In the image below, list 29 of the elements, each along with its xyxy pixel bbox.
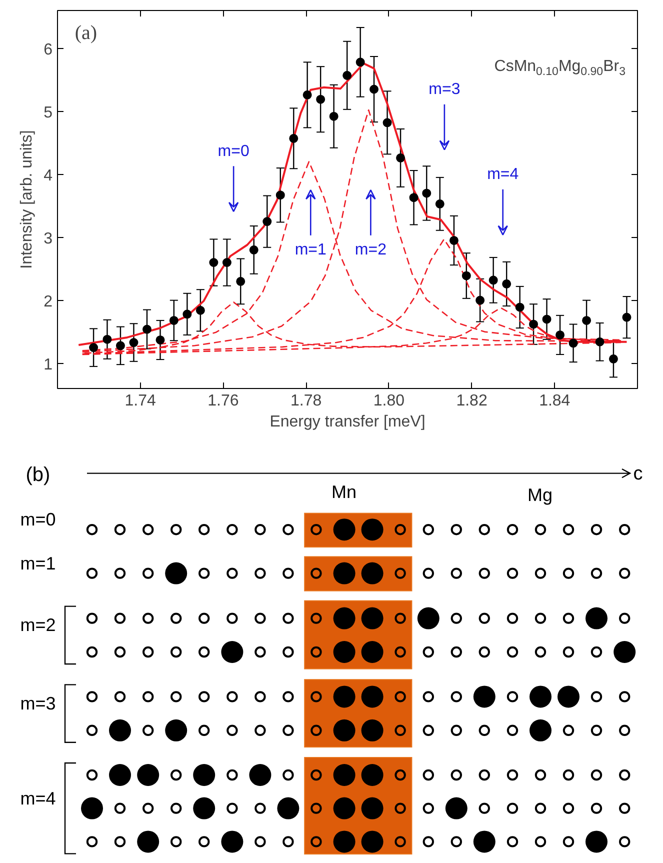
- text: c: [633, 464, 643, 484]
- annotation: m=1: [294, 242, 327, 259]
- text: m=2: [20, 615, 56, 636]
- annotation: m=0: [218, 142, 250, 160]
- text: m=1: [20, 553, 56, 574]
- y-tick-label: 4: [44, 167, 53, 184]
- text: m=4: [20, 788, 56, 808]
- x-tick-label: 1.82: [456, 392, 488, 410]
- text: m=0: [20, 510, 56, 530]
- text: m=3: [20, 694, 56, 714]
- text: Mn: [331, 482, 357, 502]
- y-tick-label: 1: [44, 356, 53, 374]
- x-tick-label: 1.84: [539, 392, 570, 410]
- x-axis-title: Energy transfer [meV]: [270, 414, 426, 430]
- y-tick-label: 3: [44, 230, 53, 248]
- y-tick-label: 5: [44, 104, 53, 122]
- y-tick-label: 2: [44, 293, 53, 310]
- x-tick-label: 1.78: [290, 392, 322, 410]
- y-tick-label: 6: [44, 41, 53, 58]
- annotation: (a): [74, 22, 98, 44]
- x-tick-label: 1.74: [124, 392, 156, 410]
- annotation: m=4: [487, 166, 519, 184]
- text: Mg: [527, 485, 553, 505]
- x-tick-label: 1.76: [208, 392, 239, 410]
- text: (b): [26, 464, 50, 486]
- y-axis-title: Intensity [arb. units]: [18, 130, 36, 269]
- annotation: m=2: [354, 242, 387, 259]
- annotation: m=3: [428, 81, 460, 98]
- x-tick-label: 1.80: [373, 392, 405, 410]
